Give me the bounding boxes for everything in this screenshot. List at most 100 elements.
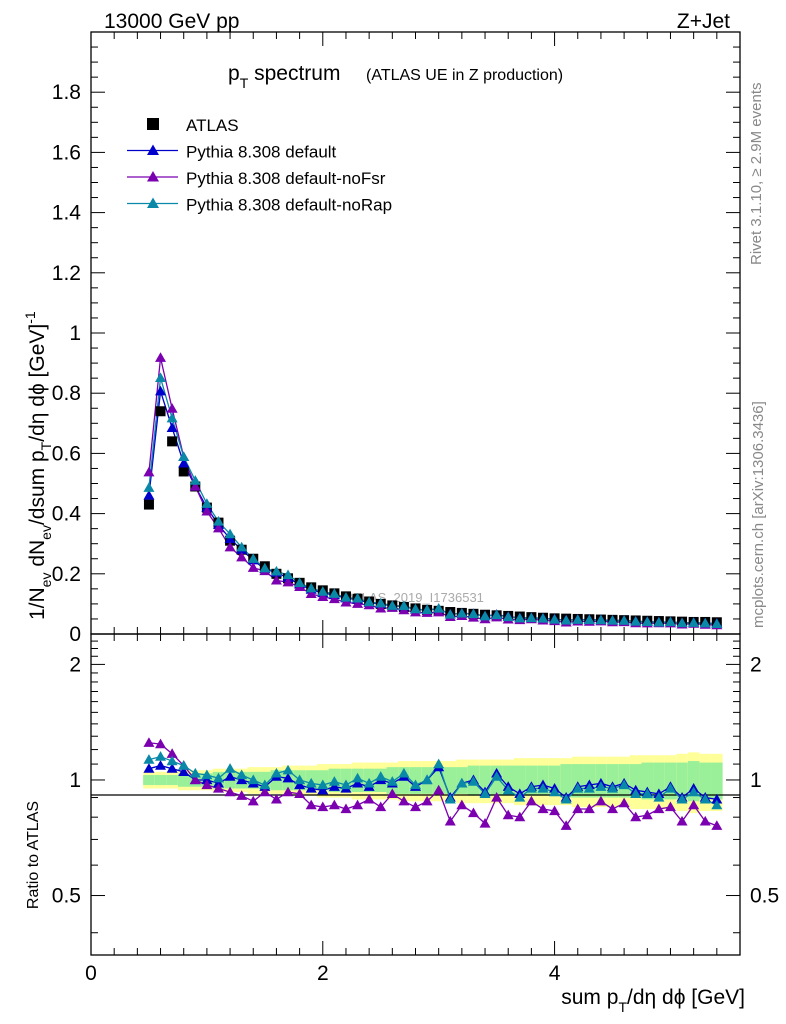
series-point	[421, 604, 433, 615]
ratio-point	[155, 738, 167, 749]
series-point	[398, 600, 410, 610]
y-tick-label: 1.4	[52, 202, 82, 225]
x-tick-label: 4	[549, 962, 561, 985]
ratio-point	[514, 792, 526, 802]
data-point	[155, 406, 166, 417]
ratio-point	[479, 788, 491, 798]
axis-ticks	[90, 32, 741, 955]
series-point	[201, 505, 213, 516]
inner-band-bin	[177, 773, 190, 787]
ratio-point	[166, 748, 178, 758]
inner-band-bin	[525, 765, 538, 796]
x-axis-label: sum pT/dη dϕ [GeV]	[561, 986, 745, 1015]
ratio-point	[305, 799, 317, 810]
ylabel-part3: /dsum p	[26, 450, 49, 525]
ratio-point	[549, 805, 561, 816]
ratio-point	[664, 783, 676, 793]
ratio-point	[386, 788, 398, 798]
ratio-point	[143, 737, 155, 747]
series-point	[607, 615, 619, 625]
series-point	[270, 574, 282, 585]
ratio-point	[270, 767, 282, 778]
ratio-point	[699, 815, 711, 826]
series-point	[410, 603, 421, 614]
series-point	[143, 466, 155, 477]
ratio-point	[618, 779, 630, 790]
series-point	[328, 593, 340, 604]
inner-band-bin	[653, 762, 665, 800]
plot-title: pT spectrum	[228, 62, 340, 91]
ratio-point	[294, 788, 306, 798]
y-axis-label-main: 1/Nev dNev/dsum pT/dη dϕ [GeV]-1	[22, 311, 54, 620]
series-point	[201, 498, 213, 508]
ratio-point	[352, 777, 364, 788]
series-point	[340, 592, 352, 602]
mcplots-label: mcplots.cern.ch [arXiv:1306.3436]	[750, 401, 767, 628]
ratio-point	[595, 795, 607, 806]
ratio-point	[294, 779, 306, 790]
ratio-point	[328, 799, 340, 810]
series-point	[247, 562, 259, 572]
inner-band-bin	[687, 761, 700, 802]
ratio-point	[328, 781, 340, 791]
series-point	[189, 475, 201, 485]
legend-label: Pythia 8.308 default-noFsr	[186, 169, 386, 188]
ratio-y-tick-label: 2	[69, 653, 81, 676]
series-point	[352, 598, 364, 608]
ratio-point	[641, 788, 653, 798]
series-point	[166, 422, 178, 433]
ratio-point	[282, 764, 294, 775]
header-right: Z+Jet	[677, 10, 730, 33]
series-point	[155, 385, 167, 396]
series-point	[688, 617, 700, 627]
series-point	[549, 613, 561, 624]
ratio-point	[143, 754, 155, 764]
xlabel-sub: T	[618, 999, 627, 1015]
legend-label: Pythia 8.308 default	[186, 143, 337, 162]
ratio-point	[653, 803, 665, 814]
ratio-series	[143, 737, 723, 830]
ratio-y-tick-label-right: 0.5	[750, 885, 779, 908]
y-tick-label: 1.2	[52, 262, 81, 285]
inner-band-bin	[548, 765, 561, 796]
ratio-point	[491, 771, 503, 781]
ratio-point	[537, 783, 549, 793]
series-point	[433, 603, 445, 613]
inner-band-bin	[444, 767, 457, 794]
data-point	[143, 499, 154, 510]
ratio-y-tick-label-right: 1	[750, 769, 762, 792]
ratio-point	[375, 801, 387, 812]
series-point	[155, 372, 167, 382]
series-point	[247, 553, 259, 563]
series-point	[224, 528, 236, 539]
series-point	[259, 562, 271, 573]
y-tick-label: 1.6	[52, 141, 81, 164]
ratio-point	[212, 772, 224, 783]
ylabel-part1: 1/N	[26, 587, 49, 620]
ratio-point	[549, 786, 561, 797]
ratio-point	[456, 777, 468, 788]
series-point	[386, 600, 398, 610]
ratio-point	[653, 792, 665, 802]
inner-band-bin	[711, 762, 723, 800]
series-point	[236, 541, 248, 552]
ratio-point	[410, 801, 421, 812]
ratio-point	[398, 767, 410, 778]
ratio-point	[178, 766, 190, 776]
title-sub: T	[240, 75, 249, 91]
y-tick-label: 0.6	[52, 442, 81, 465]
series-point	[305, 582, 317, 593]
main-series	[143, 352, 723, 630]
series-point	[294, 577, 306, 587]
series-point	[189, 481, 201, 491]
series-point	[282, 569, 294, 580]
series-line	[148, 391, 717, 625]
y-tick-label: 0	[69, 623, 81, 646]
ratio-point	[317, 779, 329, 790]
ratio-point	[224, 763, 236, 773]
ratio-point	[479, 818, 491, 828]
title-note: (ATLAS UE in Z production)	[366, 67, 563, 84]
legend-marker	[147, 171, 159, 182]
inner-band-bin	[699, 762, 712, 800]
ratio-point	[676, 793, 688, 804]
